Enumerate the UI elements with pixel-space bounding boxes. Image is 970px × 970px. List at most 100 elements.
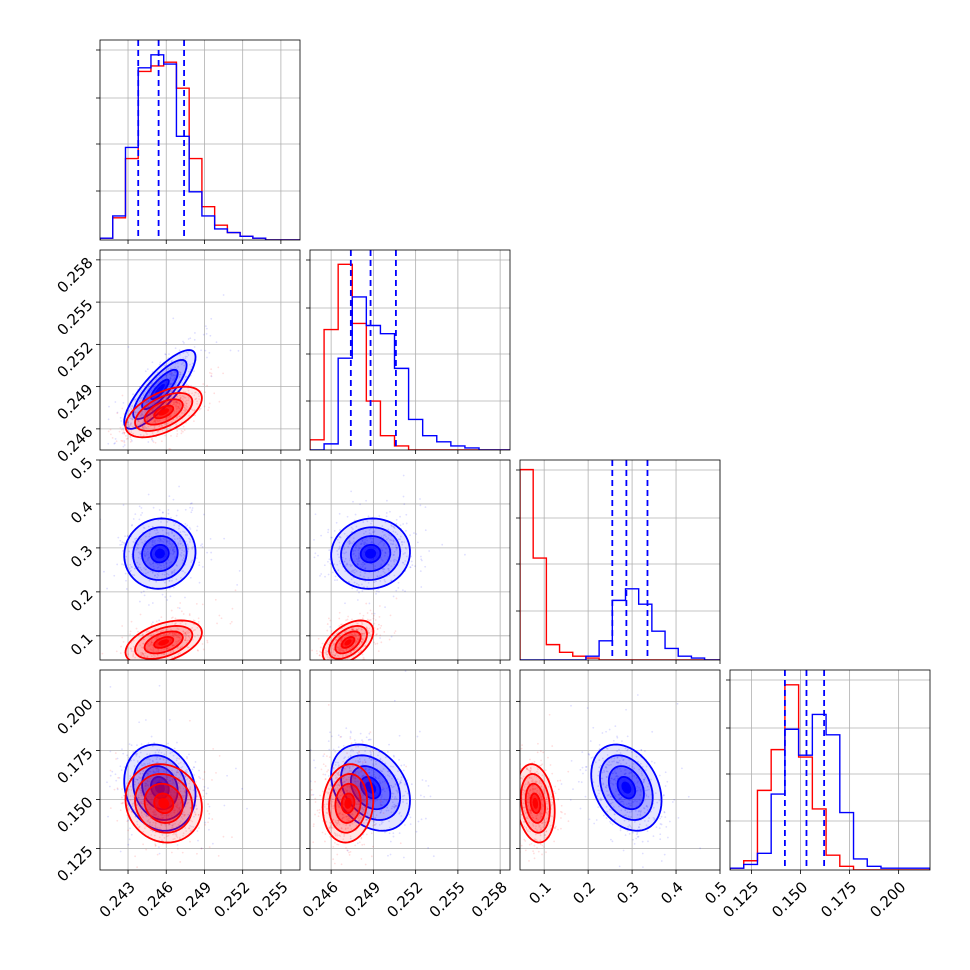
scatter-point — [124, 572, 127, 575]
scatter-point — [379, 811, 382, 814]
scatter-point — [140, 812, 143, 814]
scatter-point — [157, 648, 160, 651]
scatter-point — [393, 797, 396, 800]
scatter-point — [137, 662, 139, 664]
scatter-point — [368, 602, 371, 605]
scatter-point — [156, 826, 159, 829]
scatter-point — [198, 395, 200, 398]
scatter-point — [356, 646, 359, 649]
scatter-point — [338, 541, 341, 544]
scatter-point — [363, 543, 366, 546]
scatter-point — [352, 628, 355, 631]
scatter-point — [147, 571, 149, 574]
scatter-point — [147, 400, 149, 403]
scatter-point — [179, 547, 181, 550]
scatter-point — [144, 782, 147, 785]
scatter-point — [373, 581, 376, 584]
scatter-point — [179, 802, 182, 805]
scatter-point — [155, 638, 158, 641]
scatter-point — [156, 420, 159, 423]
scatter-point — [413, 532, 415, 534]
scatter-point — [193, 370, 195, 373]
scatter-point — [159, 419, 161, 422]
scatter-point — [354, 777, 356, 779]
scatter-point — [136, 649, 139, 652]
scatter-point — [137, 547, 140, 550]
scatter-point — [156, 430, 159, 433]
scatter-point — [148, 391, 150, 394]
scatter-point — [379, 769, 382, 772]
scatter-point — [356, 629, 359, 631]
scatter-point — [131, 803, 134, 805]
scatter-point — [386, 806, 389, 809]
scatter-point — [189, 368, 192, 371]
scatter-point — [154, 780, 156, 783]
scatter-point — [161, 529, 164, 532]
scatter-point — [130, 417, 133, 420]
scatter-point — [181, 813, 184, 816]
scatter-point — [152, 654, 155, 656]
scatter-point — [156, 567, 159, 569]
scatter-point — [151, 392, 154, 395]
scatter-point — [155, 631, 158, 633]
scatter-point — [204, 349, 207, 352]
scatter-point — [119, 426, 122, 429]
scatter-point — [169, 373, 171, 376]
scatter-point — [359, 543, 362, 545]
scatter-point — [145, 553, 147, 556]
scatter-point — [173, 809, 176, 812]
scatter-point — [329, 651, 332, 654]
scatter-point — [363, 563, 366, 566]
scatter-point — [134, 567, 137, 570]
scatter-point — [107, 418, 110, 421]
scatter-point — [179, 787, 182, 790]
scatter-point — [193, 619, 196, 622]
scatter-point — [172, 634, 174, 637]
scatter-point — [198, 408, 201, 411]
scatter-point — [188, 876, 190, 878]
scatter-point — [155, 813, 158, 816]
scatter-point — [340, 633, 343, 635]
scatter-point — [404, 824, 406, 826]
scatter-point — [361, 561, 364, 564]
scatter-point — [125, 555, 128, 558]
scatter-point — [344, 662, 346, 664]
scatter-point — [169, 595, 172, 598]
scatter-point — [170, 375, 173, 377]
scatter-point — [186, 777, 189, 780]
scatter-point — [168, 632, 171, 635]
scatter-point — [149, 633, 152, 636]
scatter-point — [345, 648, 348, 651]
scatter-panel-2-0 — [96, 459, 301, 664]
panel-frame — [99, 459, 301, 661]
scatter-point — [349, 736, 352, 738]
scatter-point — [147, 815, 150, 818]
scatter-point — [192, 826, 195, 828]
scatter-point — [161, 630, 164, 633]
scatter-point — [177, 405, 180, 408]
scatter-point — [196, 795, 199, 798]
scatter-point — [172, 401, 175, 403]
scatter-point — [139, 391, 142, 393]
scatter-point — [353, 633, 356, 635]
scatter-point — [341, 552, 344, 554]
scatter-point — [342, 816, 344, 819]
scatter-point — [395, 546, 397, 549]
scatter-point — [311, 649, 314, 652]
scatter-point — [158, 540, 161, 543]
scatter-point — [334, 638, 337, 641]
scatter-point — [146, 417, 149, 420]
histogram-content — [100, 40, 300, 240]
scatter-point — [150, 641, 153, 644]
scatter-point — [151, 408, 154, 411]
scatter-point — [194, 635, 196, 638]
scatter-point — [168, 780, 171, 783]
scatter-point — [155, 580, 158, 583]
scatter-point — [175, 578, 178, 581]
scatter-point — [160, 653, 163, 656]
scatter-point — [142, 526, 145, 529]
scatter-point — [182, 832, 185, 835]
scatter-point — [368, 634, 371, 637]
scatter-point — [343, 662, 345, 664]
